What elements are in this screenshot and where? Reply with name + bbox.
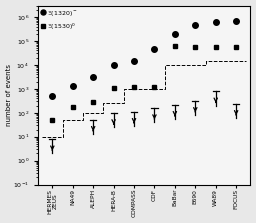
$\Xi(1530)^0$ bbox=[92, 101, 95, 104]
$\Xi(1320)^-$ bbox=[92, 75, 95, 78]
Line: $\Xi(1320)^-$: $\Xi(1320)^-$ bbox=[50, 18, 239, 99]
Y-axis label: number of events: number of events bbox=[6, 64, 12, 126]
$\Xi(1530)^0$ bbox=[214, 46, 217, 48]
$\Xi(1320)^-$ bbox=[51, 95, 54, 97]
$\Xi(1320)^-$ bbox=[71, 85, 74, 87]
$\Xi(1320)^-$ bbox=[133, 60, 136, 63]
Legend: $\Xi(1320)^-$, $\Xi(1530)^0$: $\Xi(1320)^-$, $\Xi(1530)^0$ bbox=[40, 7, 80, 33]
$\Xi(1530)^0$ bbox=[234, 46, 238, 48]
$\Xi(1320)^-$ bbox=[194, 24, 197, 27]
Line: $\Xi(1530)^0$: $\Xi(1530)^0$ bbox=[50, 44, 239, 122]
$\Xi(1320)^-$ bbox=[112, 64, 115, 66]
$\Xi(1320)^-$ bbox=[234, 19, 238, 22]
$\Xi(1530)^0$ bbox=[51, 119, 54, 121]
$\Xi(1530)^0$ bbox=[112, 87, 115, 89]
$\Xi(1530)^0$ bbox=[194, 46, 197, 48]
$\Xi(1530)^0$ bbox=[173, 45, 176, 47]
$\Xi(1320)^-$ bbox=[173, 32, 176, 35]
$\Xi(1320)^-$ bbox=[153, 48, 156, 51]
$\Xi(1530)^0$ bbox=[153, 86, 156, 88]
$\Xi(1320)^-$ bbox=[214, 21, 217, 24]
$\Xi(1530)^0$ bbox=[71, 105, 74, 108]
$\Xi(1530)^0$ bbox=[133, 86, 136, 88]
